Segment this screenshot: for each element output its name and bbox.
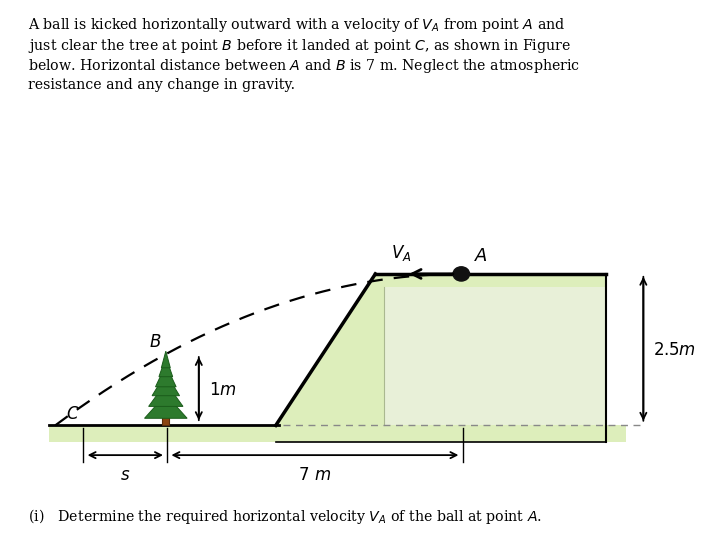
Text: $\mathbf{\mathit{B}}$: $\mathbf{\mathit{B}}$ — [148, 333, 161, 351]
Polygon shape — [383, 287, 606, 425]
Text: $\mathbf{\mathit{V_A}}$: $\mathbf{\mathit{V_A}}$ — [391, 243, 411, 263]
Polygon shape — [152, 373, 180, 396]
Polygon shape — [155, 365, 176, 387]
Polygon shape — [159, 357, 173, 377]
Text: $\mathit{2.5m}$: $\mathit{2.5m}$ — [653, 341, 696, 359]
Text: $\mathit{1m}$: $\mathit{1m}$ — [209, 381, 236, 399]
Circle shape — [453, 267, 469, 281]
Text: $\mathbf{\mathit{C}}$: $\mathbf{\mathit{C}}$ — [67, 405, 80, 423]
Text: $\mathit{7}$ $\mathit{m}$: $\mathit{7}$ $\mathit{m}$ — [298, 466, 332, 484]
Text: A ball is kicked horizontally outward with a velocity of $V_A$ from point $A$ an: A ball is kicked horizontally outward wi… — [28, 16, 581, 92]
Polygon shape — [161, 351, 170, 368]
Polygon shape — [148, 383, 183, 406]
Polygon shape — [275, 274, 606, 442]
Bar — [49, 425, 626, 442]
Text: $\mathbf{\mathit{A}}$: $\mathbf{\mathit{A}}$ — [474, 247, 488, 265]
Text: $\mathit{s}$: $\mathit{s}$ — [120, 466, 131, 484]
Polygon shape — [145, 395, 187, 418]
Text: (i) Determine the required horizontal velocity $V_A$ of the ball at point $A$.: (i) Determine the required horizontal ve… — [28, 507, 542, 526]
Bar — [163, 412, 169, 425]
